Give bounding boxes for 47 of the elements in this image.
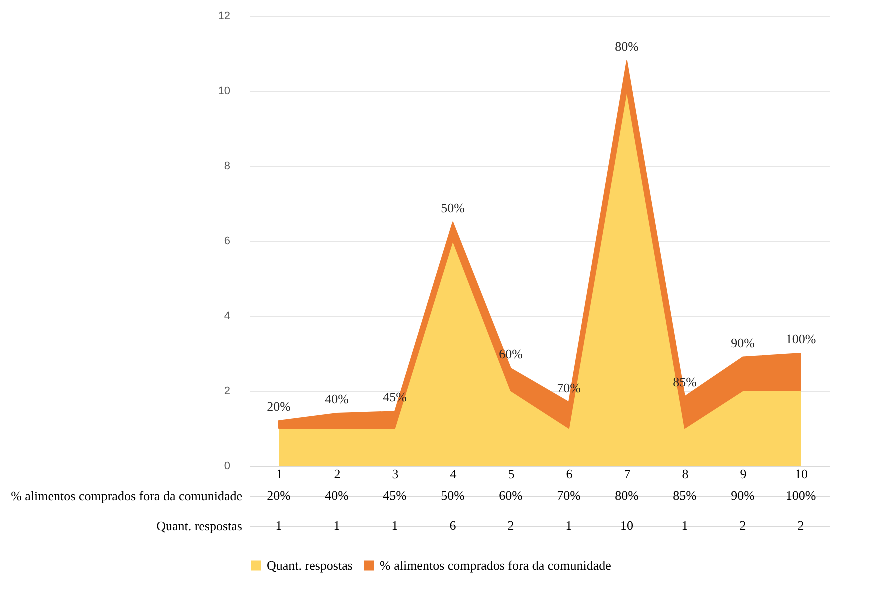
data-label: 45% (383, 488, 408, 503)
data-label: 1 (392, 518, 398, 533)
data-label: 1 (334, 518, 340, 533)
data-label: 1 (276, 518, 282, 533)
text: 80% (615, 39, 639, 54)
data-label: 100% (786, 488, 816, 503)
text: 50% (441, 200, 465, 216)
data-label: 2 (508, 518, 514, 533)
y-tick-label: 6 (224, 236, 230, 248)
data-label: 6 (450, 518, 457, 533)
data-label: 60% (499, 488, 524, 503)
y-tick-label: 4 (224, 310, 230, 322)
data-label: 40% (325, 488, 350, 503)
x-tick-label: 4 (450, 466, 458, 482)
x-tick-label: 3 (392, 466, 399, 482)
data-label: 90% (731, 488, 756, 503)
y-tick-label: 12 (218, 10, 230, 22)
data-label: 2 (740, 518, 746, 533)
x-tick-label: 9 (740, 466, 747, 482)
data-label: 80% (615, 488, 640, 503)
data-label: 10 (620, 518, 634, 533)
legend-label: % alimentos comprados fora da comunidade (380, 558, 612, 573)
data-label: 70% (557, 488, 582, 503)
x-tick-label: 2 (334, 466, 341, 482)
y-tick-label: 2 (224, 386, 230, 398)
y-tick-label: 8 (224, 160, 230, 172)
data-label: 85% (673, 488, 698, 503)
text: Quant. respostas (156, 518, 242, 534)
x-tick-label: 7 (624, 466, 632, 482)
y-tick-label: 0 (224, 460, 230, 472)
data-label: 20% (267, 488, 292, 503)
data-label: 1 (566, 518, 572, 533)
y-tick-label: 10 (218, 86, 230, 98)
data-label: 2 (798, 518, 804, 533)
x-tick-label: 10 (795, 466, 808, 482)
x-tick-label: 8 (682, 466, 689, 482)
data-label: 50% (441, 488, 466, 503)
text: 40% (325, 392, 349, 406)
x-tick-label: 6 (566, 466, 574, 482)
text: 20% (267, 399, 291, 414)
legend-label: Quant. respostas (267, 558, 353, 573)
text: % alimentos comprados fora da comunidade (11, 488, 242, 504)
x-tick-label: 5 (508, 466, 515, 482)
data-label: 1 (682, 518, 688, 533)
x-tick-label: 1 (276, 466, 283, 482)
text: 90% (731, 335, 755, 350)
text: 100% (786, 332, 816, 346)
